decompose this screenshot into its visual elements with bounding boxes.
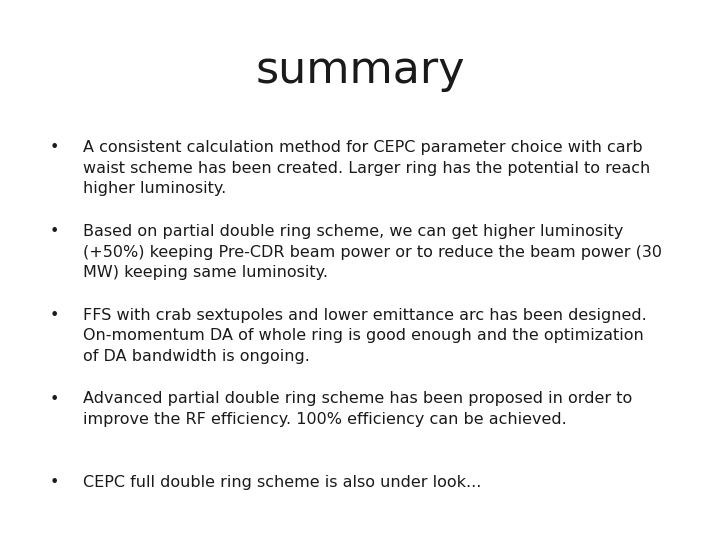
Text: •: • — [49, 475, 59, 490]
Text: Advanced partial double ring scheme has been proposed in order to
improve the RF: Advanced partial double ring scheme has … — [83, 392, 632, 427]
Text: FFS with crab sextupoles and lower emittance arc has been designed.
On-momentum : FFS with crab sextupoles and lower emitt… — [83, 308, 647, 363]
Text: CEPC full double ring scheme is also under look...: CEPC full double ring scheme is also und… — [83, 475, 481, 490]
Text: •: • — [49, 224, 59, 239]
Text: •: • — [49, 308, 59, 323]
Text: •: • — [49, 392, 59, 407]
Text: summary: summary — [255, 49, 465, 92]
Text: Based on partial double ring scheme, we can get higher luminosity
(+50%) keeping: Based on partial double ring scheme, we … — [83, 224, 662, 280]
Text: A consistent calculation method for CEPC parameter choice with carb
waist scheme: A consistent calculation method for CEPC… — [83, 140, 650, 196]
Text: •: • — [49, 140, 59, 156]
